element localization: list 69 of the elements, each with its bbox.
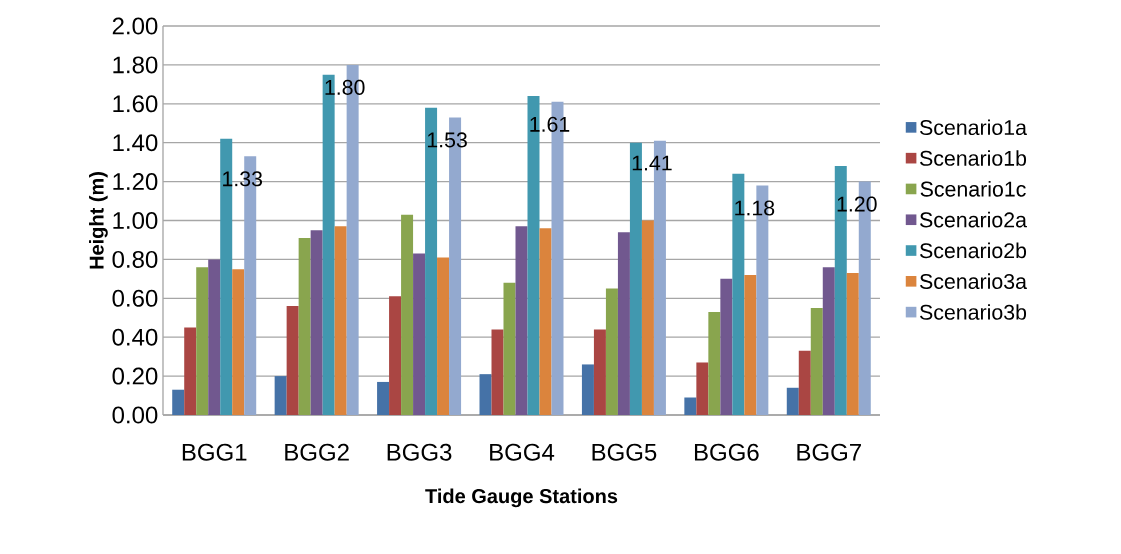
- y-tick-label: 0.60: [112, 289, 158, 307]
- y-tick-label: 0.20: [112, 367, 158, 385]
- legend-label: Scenario3b: [920, 304, 1027, 320]
- x-tick-label: BGG7: [797, 443, 861, 461]
- bar: [515, 226, 528, 415]
- bar: [786, 387, 799, 415]
- y-tick-label: 0.40: [112, 328, 158, 346]
- bar: [708, 311, 721, 415]
- bar: [503, 282, 516, 415]
- data-label: 1.20: [837, 196, 877, 212]
- x-axis-title: Tide Gauge Stations: [425, 488, 618, 508]
- x-tick-label: BGG2: [285, 443, 349, 461]
- y-tick-label: 1.60: [113, 95, 158, 113]
- x-tick-label: BGG6: [694, 443, 759, 461]
- bar: [798, 350, 811, 415]
- legend-label: Scenario1a: [920, 119, 1027, 136]
- bar: [196, 267, 209, 415]
- data-label: 1.18: [735, 200, 775, 216]
- bar: [810, 308, 823, 415]
- bar: [286, 306, 299, 415]
- bar: [641, 220, 654, 415]
- data-label: 1.33: [223, 171, 263, 187]
- bar: [539, 228, 552, 415]
- x-tick-label: BGG1: [182, 443, 247, 461]
- legend-label: Scenario3a: [920, 273, 1027, 290]
- bar: [437, 257, 450, 415]
- bar: [479, 374, 492, 415]
- legend-label: Scenario2b: [920, 242, 1027, 259]
- bar: [720, 278, 733, 415]
- bar: [184, 327, 197, 415]
- bar: [491, 329, 504, 415]
- y-tick-label: 2.00: [112, 17, 158, 35]
- y-tick-label: 1.40: [113, 134, 158, 152]
- bar: [172, 389, 185, 415]
- bar: [401, 214, 414, 415]
- legend-label: Scenario2a: [920, 211, 1027, 228]
- bar: [617, 232, 630, 415]
- y-tick-label: 1.80: [113, 56, 158, 74]
- y-tick-label: 1.20: [113, 173, 158, 191]
- bar: [413, 253, 426, 415]
- data-label: 1.80: [325, 79, 365, 95]
- legend-label: Scenario1c: [920, 180, 1026, 197]
- bar: [593, 329, 606, 415]
- legend-label: Scenario1b: [920, 150, 1027, 166]
- y-tick-label: 0.00: [112, 406, 158, 424]
- bar: [581, 364, 594, 415]
- x-tick-label: BGG5: [592, 443, 657, 461]
- bar: [298, 238, 311, 415]
- bar: [389, 296, 402, 415]
- bar: [744, 274, 757, 415]
- bar: [274, 376, 287, 415]
- bar: [822, 267, 835, 415]
- bar: [605, 288, 618, 415]
- bar: [696, 362, 709, 415]
- y-tick-label: 0.80: [112, 250, 158, 268]
- x-tick-label: BGG3: [387, 443, 452, 461]
- bar: [684, 397, 697, 415]
- x-tick-label: BGG4: [490, 443, 555, 461]
- data-label: 1.41: [632, 155, 672, 171]
- data-label: 1.53: [427, 132, 467, 148]
- y-tick-label: 1.00: [113, 211, 158, 229]
- bar: [334, 226, 347, 415]
- bar: [846, 273, 859, 415]
- bar: [310, 230, 323, 415]
- data-label: 1.61: [530, 116, 570, 132]
- bar: [208, 259, 221, 415]
- bar: [232, 269, 245, 415]
- y-axis-title: Height (m): [89, 172, 108, 269]
- bar: [377, 381, 390, 415]
